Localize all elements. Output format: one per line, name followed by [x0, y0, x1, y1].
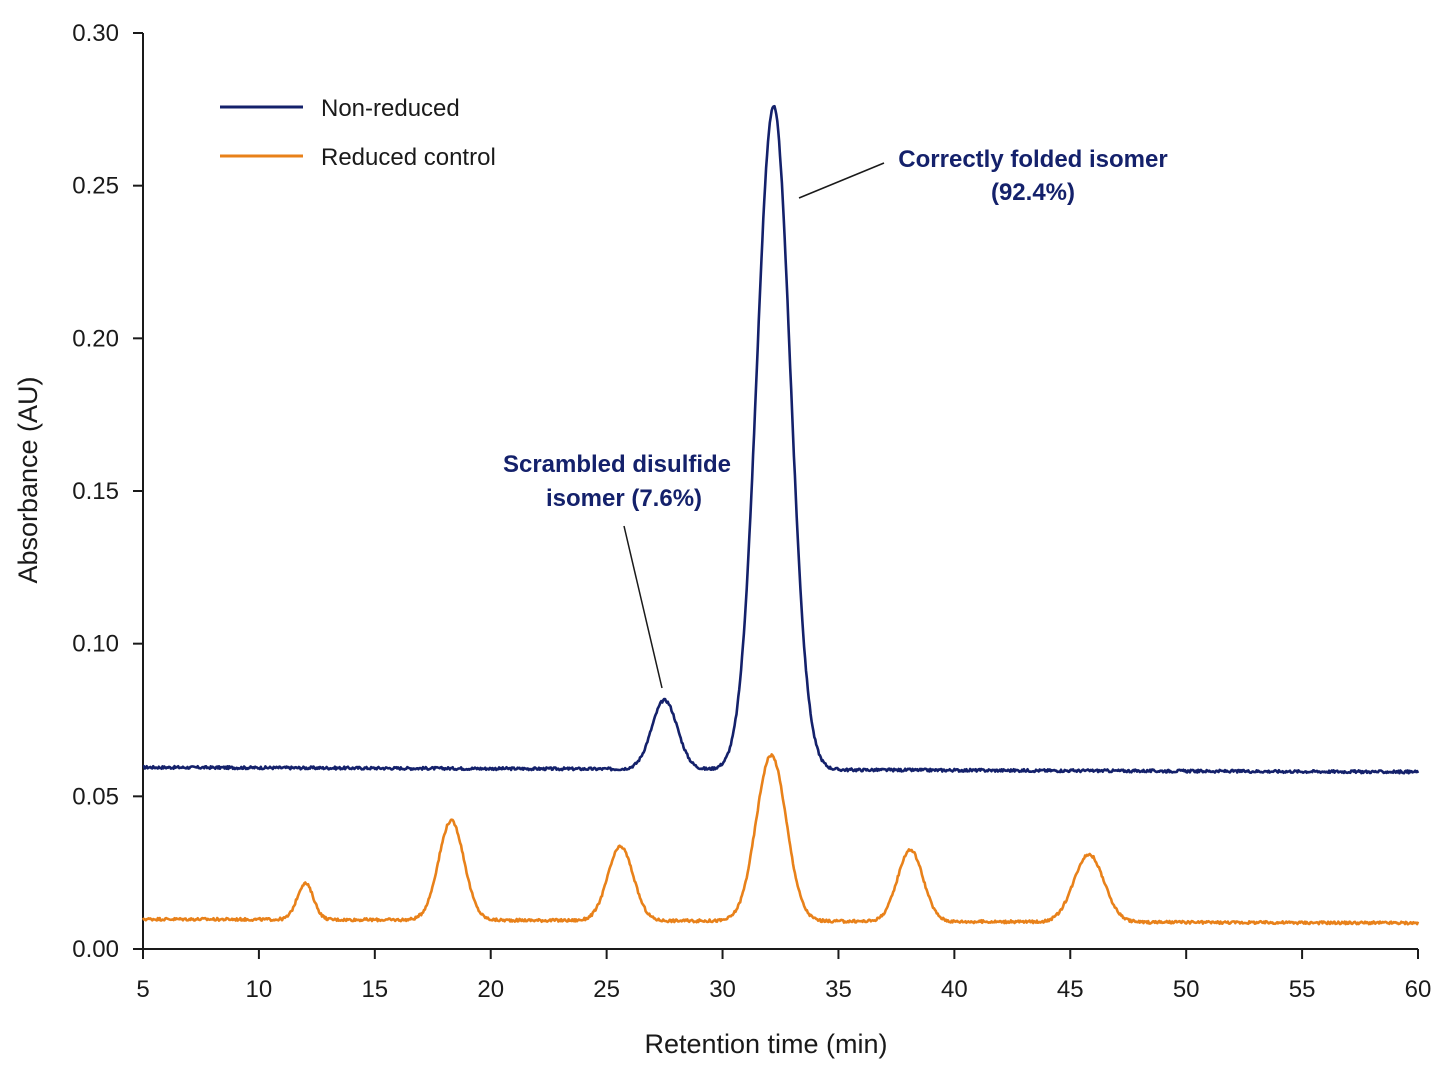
- legend-label-non-reduced: Non-reduced: [321, 95, 460, 122]
- annotation-scrambled-line1: Scrambled disulfide: [503, 451, 731, 478]
- series-line-non-reduced: [142, 104, 1420, 775]
- x-axis-ticks: 5 10 15 20 25 30 35 40 45 50 55 60: [136, 949, 1431, 1003]
- annotation-leader-scrambled: [623, 525, 663, 689]
- plot-axes: 0.00 0.05 0.10 0.15 0.20 0.25 0.30 5 10 15 20 25 30…: [72, 20, 1431, 1003]
- x-tick-label: 25: [593, 976, 620, 1003]
- x-tick-label: 45: [1057, 976, 1084, 1003]
- annotation-scrambled: Scrambled disulfide isomer (7.6%): [503, 451, 731, 689]
- x-tick-label: 35: [825, 976, 852, 1003]
- annotation-scrambled-line2: isomer (7.6%): [546, 485, 702, 512]
- x-tick-label: 10: [246, 976, 273, 1003]
- x-axis-title: Retention time (min): [644, 1029, 887, 1059]
- series-layer: [141, 104, 1420, 926]
- x-tick-label: 50: [1173, 976, 1200, 1003]
- annotation-correct-line1: Correctly folded isomer: [898, 146, 1167, 173]
- y-tick-label: 0.30: [72, 20, 119, 47]
- annotation-leader-correct: [798, 162, 885, 199]
- x-tick-label: 15: [361, 976, 388, 1003]
- y-axis-ticks: 0.00 0.05 0.10 0.15 0.20 0.25 0.30: [72, 20, 143, 963]
- x-tick-label: 40: [941, 976, 968, 1003]
- y-axis-title: Absorbance (AU): [13, 376, 43, 583]
- y-tick-label: 0.05: [72, 783, 119, 810]
- x-tick-label: 55: [1289, 976, 1316, 1003]
- x-tick-label: 5: [136, 976, 149, 1003]
- x-tick-label: 30: [709, 976, 736, 1003]
- y-tick-label: 0.25: [72, 173, 119, 200]
- series-line-reduced-control: [141, 753, 1420, 926]
- legend-label-reduced-control: Reduced control: [321, 144, 496, 171]
- y-tick-label: 0.10: [72, 631, 119, 658]
- annotation-correct: Correctly folded isomer (92.4%): [798, 146, 1168, 206]
- x-tick-label: 60: [1405, 976, 1432, 1003]
- y-tick-label: 0.00: [72, 936, 119, 963]
- x-tick-label: 20: [477, 976, 504, 1003]
- y-tick-label: 0.20: [72, 325, 119, 352]
- y-tick-label: 0.15: [72, 478, 119, 505]
- annotation-correct-line2: (92.4%): [991, 179, 1075, 206]
- legend: Non-reduced Reduced control: [220, 95, 496, 171]
